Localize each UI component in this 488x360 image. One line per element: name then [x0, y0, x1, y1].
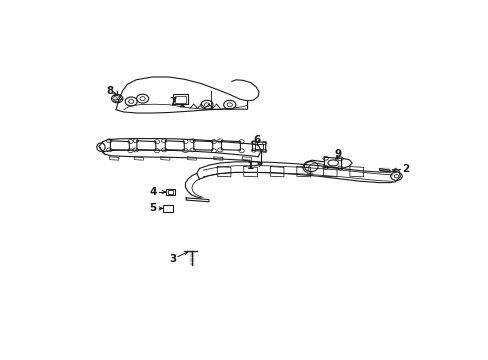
Text: 6: 6 — [253, 135, 261, 145]
Text: 5: 5 — [149, 203, 157, 213]
Bar — [163, 205, 173, 212]
Text: 1: 1 — [246, 161, 254, 171]
Text: 4: 4 — [149, 187, 157, 197]
Bar — [166, 189, 175, 195]
Bar — [175, 96, 186, 103]
Text: 9: 9 — [333, 149, 341, 159]
Text: 3: 3 — [169, 254, 176, 264]
Text: 7: 7 — [169, 97, 176, 107]
Bar — [255, 144, 263, 149]
Text: 8: 8 — [106, 86, 113, 96]
Bar — [168, 190, 173, 194]
Text: 2: 2 — [402, 164, 409, 174]
Bar — [173, 94, 188, 104]
